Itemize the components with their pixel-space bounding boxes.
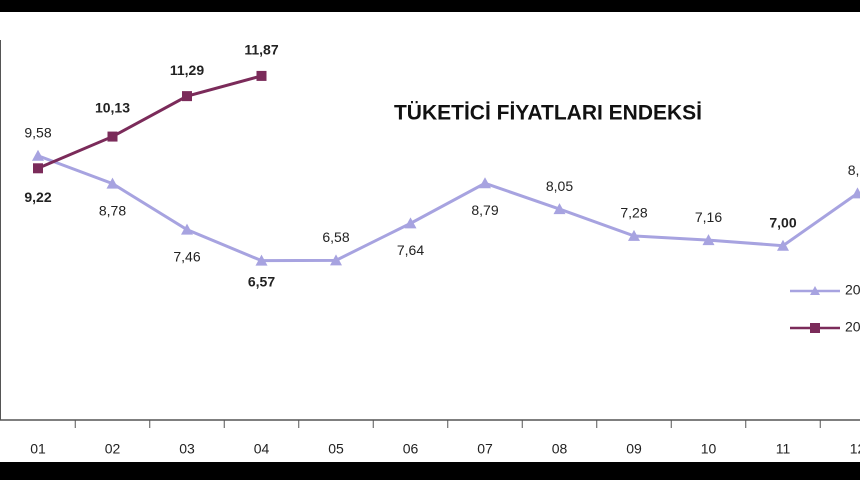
point <box>107 131 118 142</box>
data-label: 7,64 <box>397 242 424 258</box>
point <box>106 177 119 189</box>
point <box>256 70 267 81</box>
x-tick-label: 02 <box>105 441 121 457</box>
data-label: 7,28 <box>620 205 647 221</box>
series-line <box>37 154 859 263</box>
x-tick-label: 04 <box>254 441 270 457</box>
data-label: 6,58 <box>322 229 349 245</box>
frame-top <box>0 0 860 12</box>
x-tick-label: 12 <box>850 441 860 457</box>
point <box>479 177 491 189</box>
point <box>255 254 268 266</box>
point <box>182 91 192 102</box>
data-label: 9,58 <box>24 124 51 140</box>
x-tick-label: 07 <box>477 441 493 457</box>
frame-bottom <box>0 462 860 480</box>
data-label: 8,05 <box>546 178 573 194</box>
data-label: 9,22 <box>24 189 51 205</box>
data-label: 7,46 <box>173 248 200 264</box>
legend-marker <box>810 323 820 333</box>
series-line <box>37 74 262 170</box>
legend-label: 20 <box>845 319 860 335</box>
x-tick-label: 08 <box>552 441 568 457</box>
point <box>553 203 566 215</box>
point <box>330 254 342 266</box>
x-tick-label: 05 <box>328 441 344 457</box>
x-tick-label: 11 <box>776 441 791 457</box>
data-label: 8,78 <box>99 202 126 218</box>
point <box>702 234 715 246</box>
legend-marker <box>810 286 820 295</box>
x-tick-label: 03 <box>179 441 195 457</box>
data-label: 8,79 <box>471 202 498 218</box>
point <box>628 229 640 241</box>
point <box>32 149 44 161</box>
x-tick-label: 06 <box>403 441 419 457</box>
data-label: 10,13 <box>95 99 130 115</box>
data-label: 6,57 <box>248 273 275 289</box>
point <box>404 217 417 229</box>
legend-label: 20 <box>845 282 860 298</box>
point <box>851 187 860 199</box>
data-label: 11,87 <box>244 42 278 58</box>
data-label: 7,16 <box>695 209 722 225</box>
point <box>181 223 193 235</box>
data-label: 8,5 <box>848 162 860 178</box>
chart-title: TÜKETİCİ FİYATLARI ENDEKSİ <box>394 102 702 125</box>
point <box>33 163 43 174</box>
x-tick-label: 10 <box>701 441 717 457</box>
data-label: 7,00 <box>769 214 796 230</box>
point <box>777 239 789 251</box>
x-tick-label: 09 <box>626 441 642 457</box>
x-tick-label: 01 <box>30 441 46 457</box>
data-label: 11,29 <box>170 62 204 78</box>
